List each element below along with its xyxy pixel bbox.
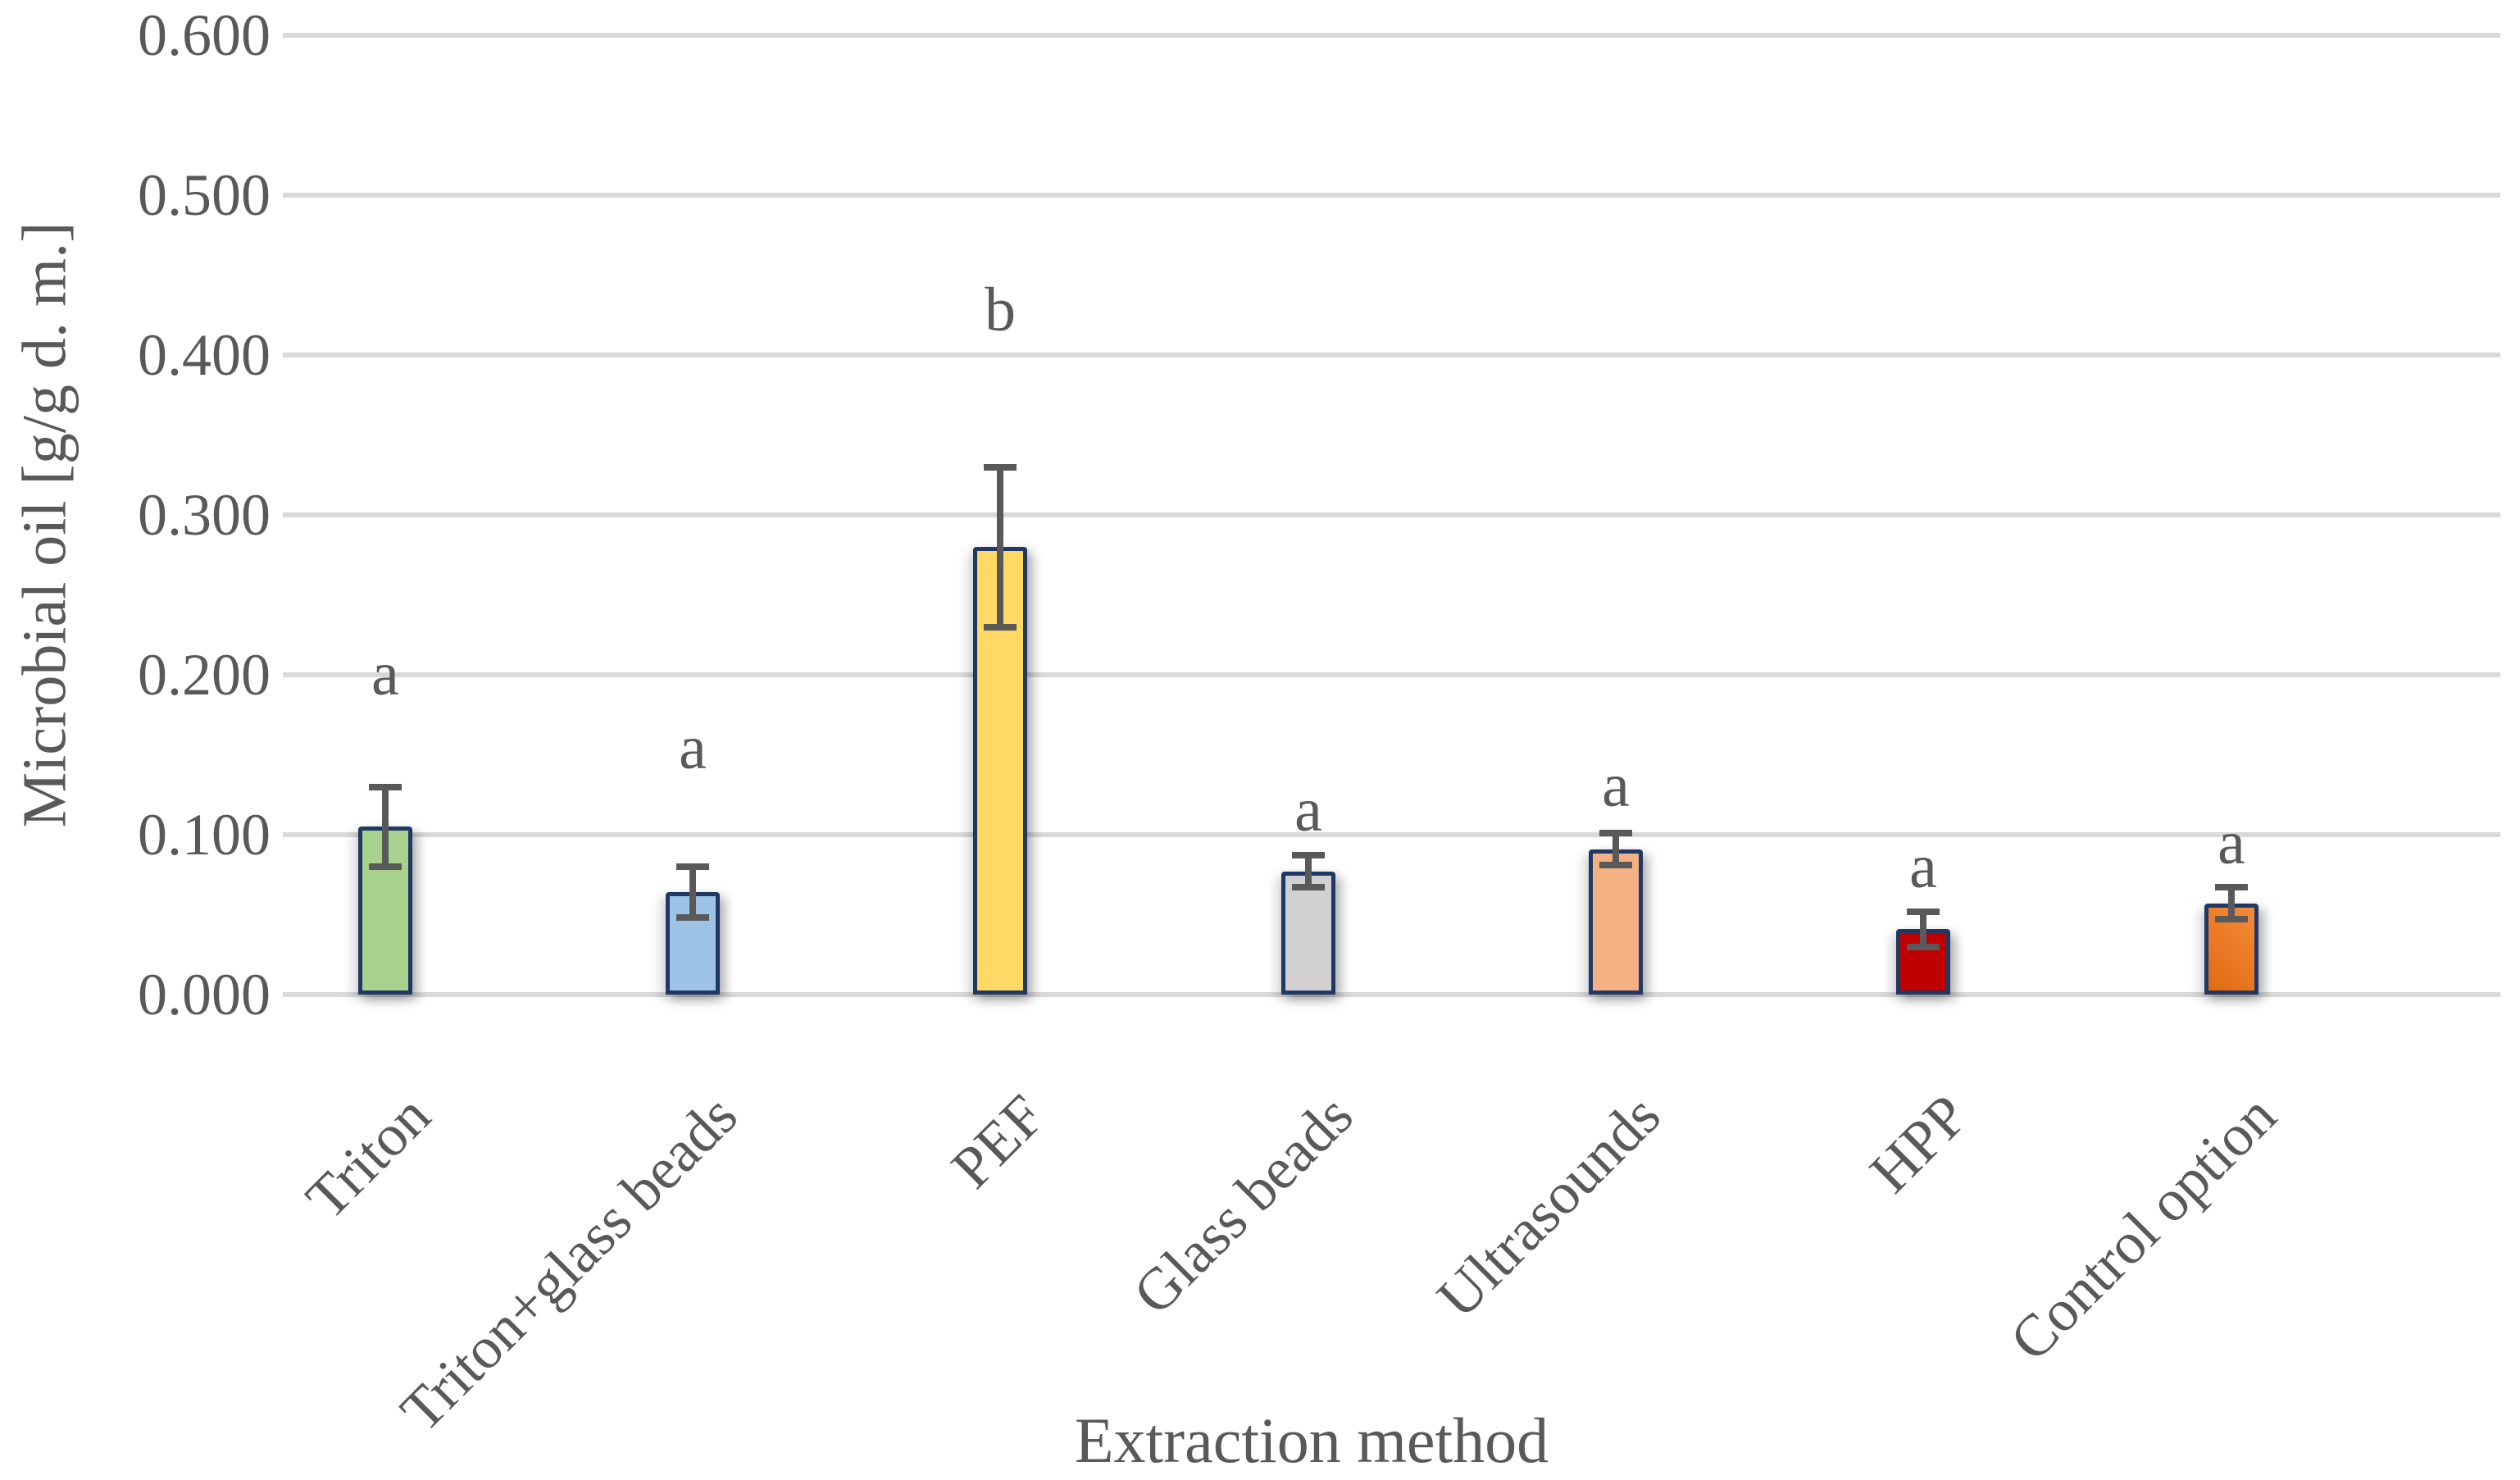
error-bar-cap: [369, 863, 402, 870]
error-bar-cap: [2215, 884, 2248, 891]
error-bar: [997, 467, 1003, 627]
error-bar-cap: [676, 863, 709, 870]
error-bar-cap: [2215, 916, 2248, 923]
gridline: [283, 672, 2500, 677]
x-axis-category-label: Triton+glass beads: [388, 1082, 750, 1445]
significance-letter: b: [985, 276, 1016, 344]
significance-letter: a: [2218, 808, 2245, 877]
error-bar-cap: [1599, 862, 1632, 869]
y-axis-tick-label: 0.600: [138, 2, 271, 68]
error-bar-cap: [1292, 852, 1325, 859]
x-axis-category-label: PEF: [939, 1082, 1058, 1201]
x-axis-category-label: Triton: [293, 1082, 443, 1232]
error-bar-cap: [369, 783, 402, 790]
y-axis-title: Microbial oil [g/g d. m.]: [10, 221, 80, 828]
y-axis-tick-label: 0.400: [138, 322, 271, 388]
error-bar-cap: [1292, 884, 1325, 891]
significance-letter: a: [1602, 751, 1630, 820]
y-axis-tick-label: 0.200: [138, 642, 271, 708]
x-axis-category-label: HPP: [1857, 1082, 1981, 1205]
gridline: [283, 832, 2500, 837]
y-axis-tick-label: 0.500: [138, 162, 271, 228]
significance-letter: a: [1909, 832, 1937, 901]
significance-letter: a: [371, 640, 399, 708]
error-bar: [2228, 887, 2235, 920]
error-bar: [1920, 911, 1926, 947]
gridline: [283, 33, 2500, 38]
gridline: [283, 512, 2500, 517]
gridline: [283, 353, 2500, 357]
error-bar: [1305, 855, 1312, 888]
significance-letter: a: [679, 713, 707, 782]
bar-glass-beads: [1281, 871, 1335, 995]
error-bar-cap: [1599, 830, 1632, 837]
y-axis-tick-label: 0.100: [138, 802, 271, 868]
bar-ultrasounds: [1589, 849, 1643, 995]
gridline: [283, 992, 2500, 997]
gridline: [283, 193, 2500, 198]
x-axis-category-label: Glass beads: [1121, 1082, 1366, 1327]
x-axis-category-label: Ultrasounds: [1424, 1082, 1673, 1331]
y-axis-tick-label: 0.300: [138, 482, 271, 548]
significance-letter: a: [1294, 776, 1322, 845]
error-bar: [382, 786, 389, 867]
error-bar-cap: [984, 623, 1017, 631]
x-axis-category-label: Control option: [1997, 1082, 2289, 1373]
y-axis-tick-label: 0.000: [138, 962, 271, 1027]
error-bar-cap: [1907, 908, 1940, 915]
error-bar: [1613, 833, 1619, 866]
x-axis-title: Extraction method: [1074, 1405, 1549, 1476]
error-bar-cap: [984, 463, 1017, 471]
error-bar-cap: [676, 914, 709, 922]
error-bar: [689, 867, 696, 918]
error-bar-cap: [1907, 943, 1940, 950]
